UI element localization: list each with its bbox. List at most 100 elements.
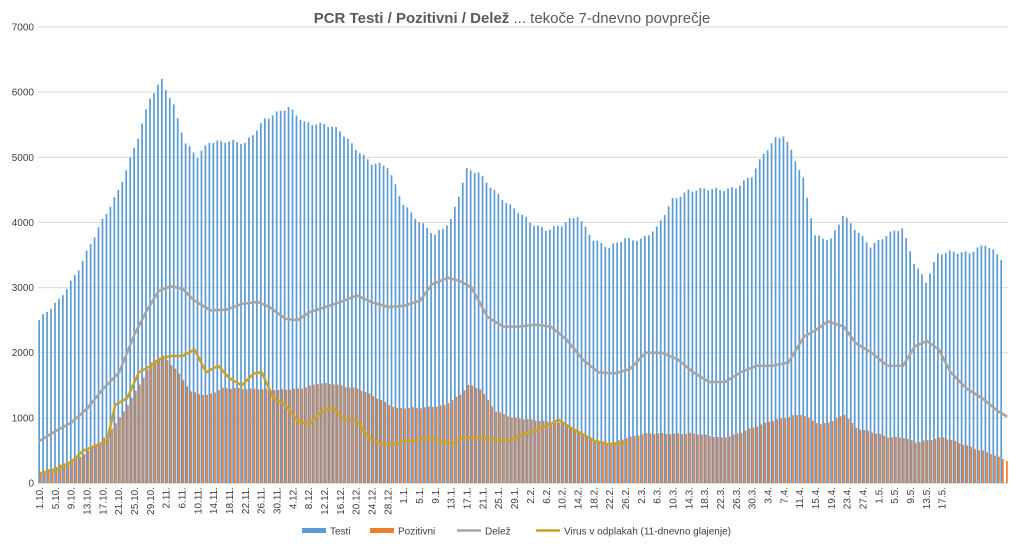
bar-testi (711, 189, 714, 483)
line-delez-point (723, 380, 727, 384)
line-delez-point (248, 301, 252, 305)
line-delez-point (672, 356, 675, 359)
bar-pozitivni (309, 385, 311, 483)
x-tick-label: 7.4. (779, 487, 790, 504)
bar-testi (394, 184, 397, 483)
bar-testi (216, 140, 219, 483)
bar-pozitivni (847, 418, 850, 483)
line-delez-point (774, 363, 778, 367)
bar-pozitivni (364, 392, 367, 483)
line-delez-point (442, 278, 446, 281)
line-delez-point (288, 317, 291, 321)
x-tick-label: 24.12. (368, 487, 379, 515)
bar-testi (180, 132, 183, 484)
line-delez-point (652, 351, 656, 355)
line-delez-point (157, 289, 161, 293)
bar-testi (105, 213, 108, 484)
bar-pozitivni (194, 392, 197, 483)
bar-testi (766, 150, 769, 483)
bar-pozitivni (241, 389, 244, 483)
bar-testi (564, 222, 567, 483)
bar-testi (220, 141, 223, 483)
line-delez-point (66, 423, 70, 426)
bar-pozitivni (744, 430, 747, 483)
bar-pozitivni (146, 369, 149, 483)
bar-testi (54, 302, 56, 483)
line-delez-point (517, 325, 521, 329)
line-delez-point (319, 307, 323, 310)
x-tick-label: 30.3. (748, 487, 759, 509)
line-delez-point (485, 315, 489, 319)
line-delez-point (573, 348, 576, 351)
bar-pozitivni (182, 380, 185, 483)
line-delez-point (600, 371, 604, 374)
bar-testi (612, 243, 615, 483)
line-delez-point (94, 396, 97, 400)
x-tick-label: 9.1. (431, 487, 442, 504)
bar-pozitivni (831, 421, 834, 483)
bar-pozitivni (713, 437, 715, 483)
line-delez-point (375, 302, 378, 306)
line-delez-point (798, 341, 802, 345)
bar-pozitivni (530, 419, 533, 483)
line-delez-point (299, 316, 303, 319)
bar-pozitivni (930, 440, 933, 483)
bar-pozitivni (325, 383, 327, 483)
bar-pozitivni (39, 473, 42, 483)
line-delez-point (620, 369, 624, 373)
bar-testi (89, 244, 92, 483)
x-tick-label: 19.4. (827, 487, 838, 509)
x-tick-label: 27.4. (858, 487, 869, 509)
bar-pozitivni (439, 405, 442, 483)
bar-pozitivni (178, 373, 181, 483)
bar-testi (513, 208, 516, 484)
bar-pozitivni (661, 433, 664, 483)
x-tick-label: 3.4. (763, 487, 774, 504)
line-delez-point (430, 282, 434, 286)
bar-testi (97, 227, 100, 483)
line-delez-point (177, 286, 180, 290)
line-delez-point (529, 323, 533, 327)
line-delez-point (82, 410, 85, 414)
bar-pozitivni (499, 412, 501, 483)
bar-pozitivni (954, 441, 957, 483)
line-delez-point (604, 371, 608, 375)
bar-testi (980, 245, 983, 483)
line-delez-point (418, 299, 422, 302)
x-tick-label: 9.10. (67, 487, 78, 509)
bar-testi (604, 247, 607, 483)
bar-pozitivni (542, 420, 545, 483)
bar-testi (838, 224, 840, 484)
bar-testi (699, 187, 702, 483)
bar-testi (992, 249, 995, 483)
bar-pozitivni (237, 387, 240, 483)
bar-pozitivni (348, 387, 351, 483)
line-delez-point (802, 335, 806, 338)
bar-pozitivni (424, 407, 426, 483)
x-axis-ticks: 1.10. 5.10. 9.10. 13.10. 17.10. 21.10. 25.10. 2… (35, 487, 949, 515)
bar-testi (291, 109, 294, 483)
bar-pozitivni (812, 420, 814, 483)
bar-pozitivni (946, 439, 949, 483)
line-delez-point (719, 380, 723, 384)
bar-pozitivni (198, 394, 201, 483)
bar-pozitivni (257, 389, 260, 483)
line-delez-point (244, 301, 248, 305)
bar-testi (402, 204, 405, 483)
bar-pozitivni (479, 389, 482, 483)
bar-testi (212, 142, 215, 483)
line-delez-point (446, 276, 450, 280)
bar-testi (620, 242, 622, 483)
bar-testi (560, 226, 563, 483)
line-delez-point (272, 308, 275, 312)
bar-testi (335, 127, 337, 484)
chart-title-main: PCR Testi / Pozitivni / Delež (314, 10, 510, 27)
y-tick-label: 0 (28, 479, 34, 490)
bar-testi (362, 154, 365, 484)
x-tick-label: 26.3. (732, 487, 743, 509)
bar-testi (592, 240, 595, 483)
bar-pozitivni (443, 404, 446, 483)
bar-pozitivni (142, 377, 145, 483)
bar-pozitivni (724, 437, 727, 483)
bar-pozitivni (301, 388, 303, 483)
